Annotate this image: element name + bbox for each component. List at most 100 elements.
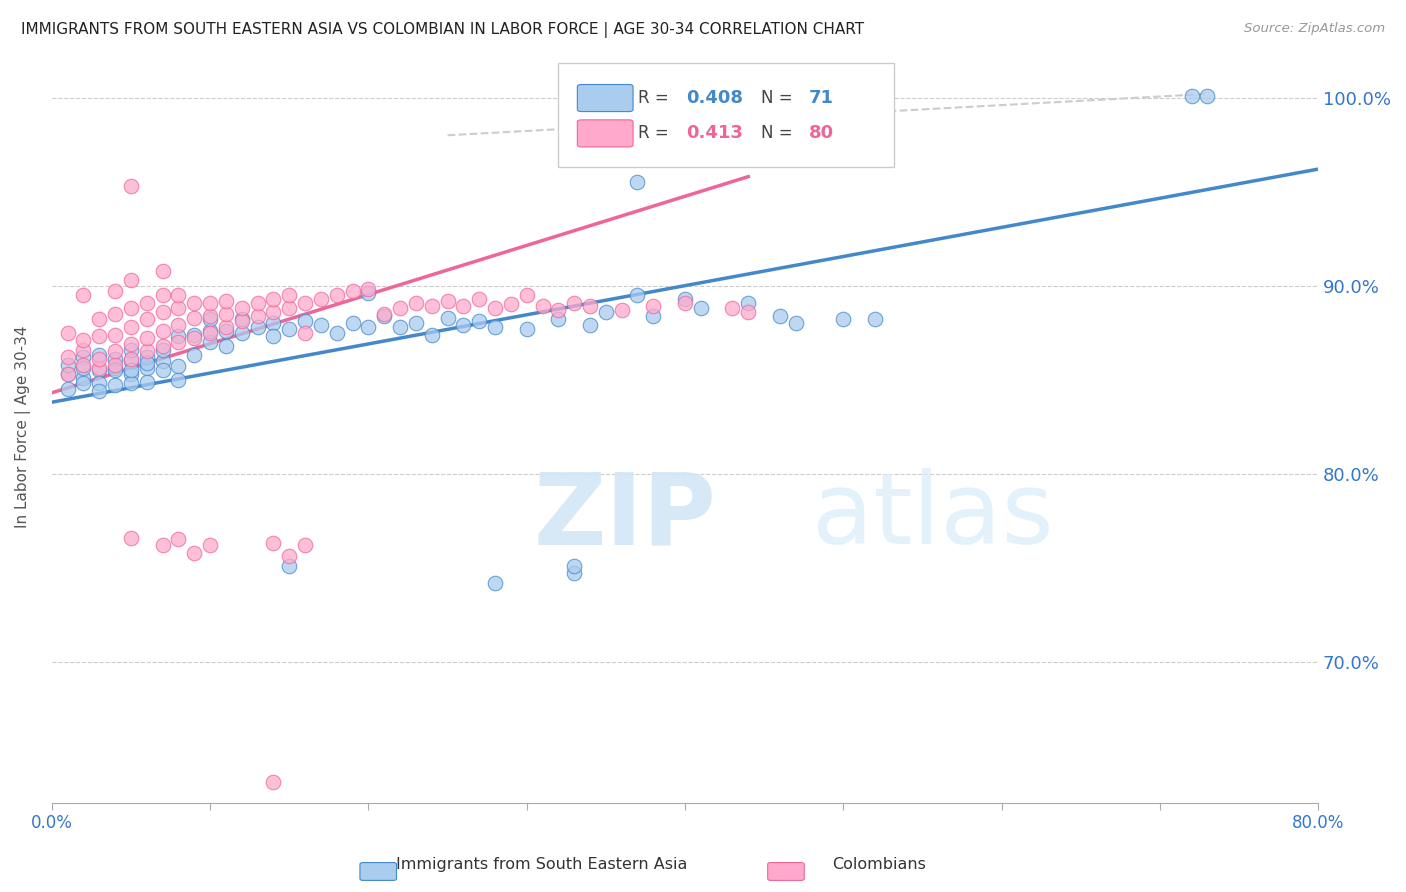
Point [246,320,269,334]
Point [120,367,142,381]
Point [167,359,190,374]
Point [436,293,458,308]
Point [152,305,174,319]
Point [120,301,142,316]
Point [516,322,538,336]
Point [246,295,269,310]
Point [547,303,569,318]
Point [405,295,427,310]
Point [56,350,79,364]
Point [721,301,744,316]
Text: Colombians: Colombians [832,857,925,872]
Point [420,299,443,313]
Point [309,292,332,306]
Point [104,307,127,321]
Point [231,326,253,340]
Text: N =: N = [761,124,797,143]
Point [262,775,284,789]
Point [89,376,111,391]
Point [135,312,157,326]
Point [342,316,364,330]
Point [562,566,585,581]
Y-axis label: In Labor Force | Age 30-34: In Labor Force | Age 30-34 [15,326,31,528]
Point [453,318,475,332]
Point [104,285,127,299]
Point [56,382,79,396]
Point [152,324,174,338]
Point [120,337,142,351]
Point [215,339,238,353]
Point [89,351,111,366]
Point [499,297,522,311]
Text: 71: 71 [808,89,834,107]
Point [769,309,792,323]
Point [72,361,94,376]
Point [453,299,475,313]
Point [89,348,111,362]
Point [120,179,142,194]
Point [1197,88,1219,103]
FancyBboxPatch shape [578,85,633,112]
Point [262,305,284,319]
Point [135,295,157,310]
Point [547,312,569,326]
Text: 80: 80 [808,124,834,143]
FancyBboxPatch shape [578,120,633,147]
Point [484,301,506,316]
Text: atlas: atlas [811,468,1053,566]
Point [326,326,349,340]
Text: Source: ZipAtlas.com: Source: ZipAtlas.com [1244,22,1385,36]
Point [863,312,886,326]
Text: IMMIGRANTS FROM SOUTH EASTERN ASIA VS COLOMBIAN IN LABOR FORCE | AGE 30-34 CORRE: IMMIGRANTS FROM SOUTH EASTERN ASIA VS CO… [21,22,865,38]
Point [135,356,157,370]
Point [737,305,759,319]
Point [198,326,221,340]
Point [152,343,174,357]
Point [120,376,142,391]
Point [262,316,284,330]
Point [626,175,648,189]
Point [56,326,79,340]
Point [484,320,506,334]
Point [357,320,380,334]
Point [72,358,94,372]
Point [610,303,633,318]
Point [579,318,602,332]
Point [89,329,111,343]
Point [595,305,617,319]
Point [643,309,665,323]
Point [562,295,585,310]
Point [278,322,301,336]
Point [167,288,190,302]
Point [167,373,190,387]
Point [167,334,190,349]
Point [89,363,111,377]
Point [231,312,253,326]
Point [1180,88,1202,103]
Point [373,309,395,323]
Point [389,301,412,316]
Point [72,376,94,391]
Point [342,285,364,299]
Point [120,320,142,334]
Point [626,288,648,302]
Point [484,575,506,590]
Point [72,371,94,385]
Point [198,334,221,349]
Point [72,350,94,364]
Point [56,367,79,381]
Point [104,351,127,366]
Point [832,312,855,326]
Point [198,538,221,552]
Point [135,350,157,364]
Point [643,299,665,313]
Point [262,536,284,550]
Point [167,329,190,343]
Point [389,320,412,334]
Point [104,378,127,392]
Point [215,293,238,308]
Point [104,363,127,377]
Point [562,558,585,573]
Point [56,358,79,372]
Point [737,295,759,310]
